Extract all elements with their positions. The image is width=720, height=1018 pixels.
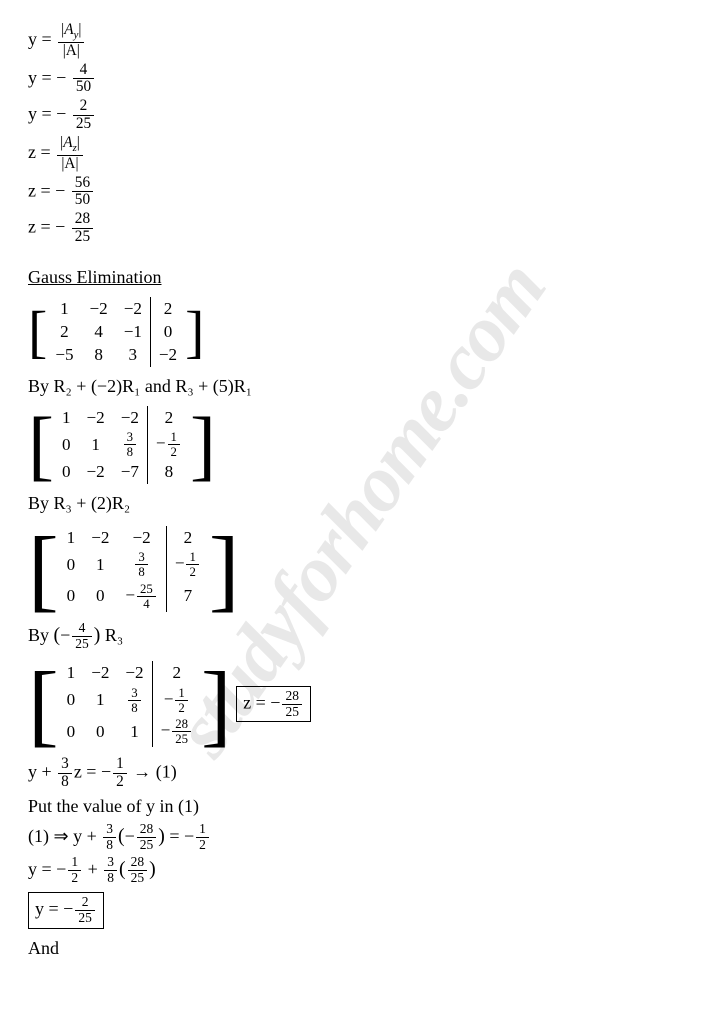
eq-z-formula: z = |Az||A| [28, 135, 700, 173]
den: 25 [72, 229, 93, 246]
heading-gauss: Gauss Elimination [28, 264, 700, 291]
num: |Az| [57, 135, 83, 156]
lhs: y = − [28, 104, 66, 124]
lhs: z = − [28, 217, 65, 237]
matrix-3-table: 1−2−22 01 38 −12 00 −254 7 [59, 526, 209, 612]
matrix-4: [ 1−2−22 01 38 −12 001 −2825 ] [28, 658, 232, 750]
document-content: y = |Ay||A| y = − 450 y = − 225 z = |Az|… [28, 22, 700, 962]
lhs: y = [28, 29, 56, 49]
eq-y-result: y = − 225 [28, 98, 700, 133]
step-1: By R₂ + (−2)R₁ and R₃ + (5)R₁ [28, 373, 700, 400]
eq-y-formula: y = |Ay||A| [28, 22, 700, 60]
lhs: z = − [28, 180, 65, 200]
text-and: And [28, 935, 700, 962]
matrix-1: [ 1−2−22 24−10 −583−2 ] [28, 297, 204, 367]
matrix-2: [ 1−2−22 01 38 −12 0−2−78 ] [28, 406, 216, 484]
eq-10: y = −12 + 38(2825) [28, 855, 700, 886]
boxed-y: y = −225 [28, 892, 104, 929]
den: 50 [73, 79, 94, 96]
num: 2 [73, 98, 94, 116]
matrix-3: [ 1−2−22 01 38 −12 00 −254 7 ] [28, 523, 240, 615]
step-2: By R₃ + (2)R₂ [28, 490, 700, 517]
num: 4 [73, 62, 94, 80]
eq-y-step1: y = − 450 [28, 62, 700, 97]
den: |A| [57, 156, 83, 173]
matrix-4-table: 1−2−22 01 38 −12 001 −2825 [59, 661, 201, 747]
matrix-1-table: 1−2−22 24−10 −583−2 [47, 297, 185, 367]
eq-z-result: z = − 2825 [28, 211, 700, 246]
num: 28 [72, 211, 93, 229]
eq-7: y + 38z = −12 → (1) [28, 756, 700, 791]
num: 56 [72, 175, 93, 193]
den: 25 [73, 116, 94, 133]
eq-9: (1) ⇒ y + 38(−2825) = −12 [28, 822, 700, 853]
num: |Ay| [58, 22, 84, 43]
den: |A| [58, 43, 84, 60]
lhs: y = − [28, 67, 66, 87]
matrix-2-table: 1−2−22 01 38 −12 0−2−78 [54, 406, 190, 484]
lhs: z = [28, 142, 55, 162]
step-3: By (−425) R₃ [28, 621, 700, 652]
eq-z-step1: z = − 5650 [28, 175, 700, 210]
boxed-z: z = −2825 [236, 686, 311, 723]
den: 50 [72, 192, 93, 209]
text-put-value: Put the value of y in (1) [28, 793, 700, 820]
